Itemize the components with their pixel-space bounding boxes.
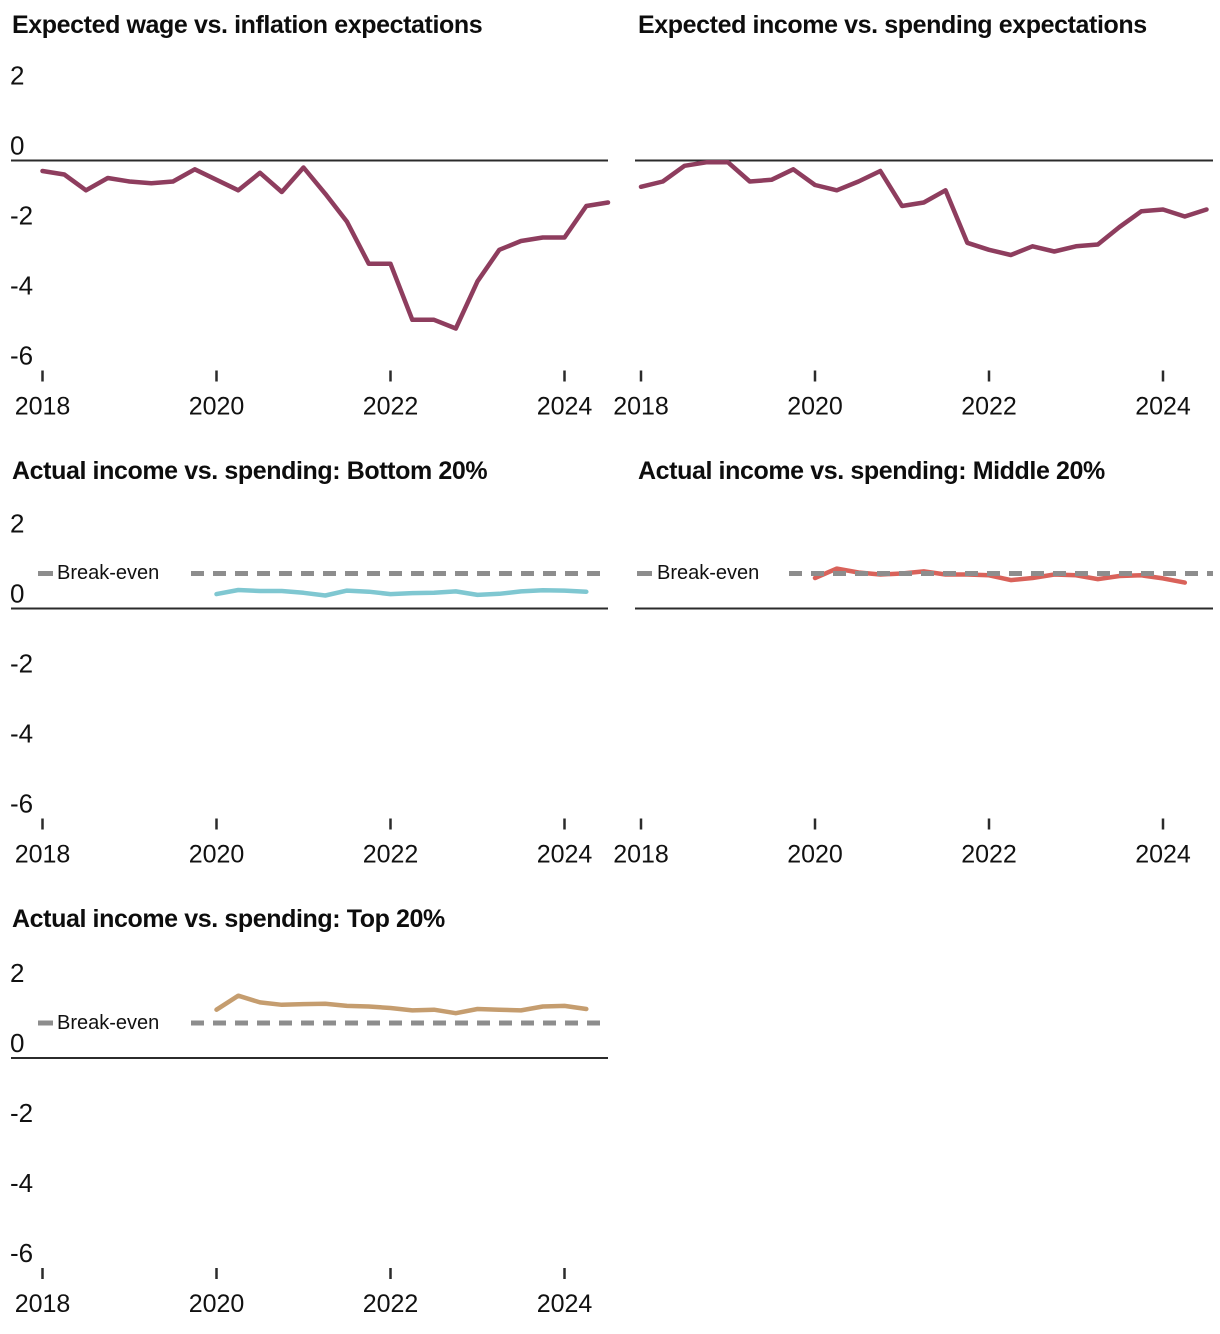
- data-line-expected-income-minus-spending: [638, 160, 1209, 258]
- y-axis-tick-label: 2: [10, 509, 24, 539]
- x-axis-tick-label: 2020: [189, 841, 245, 869]
- x-axis-tick-label: 2024: [537, 393, 593, 421]
- x-axis-tick-label: 2018: [613, 393, 669, 421]
- y-axis-tick-label: 0: [10, 131, 24, 161]
- breakeven-label: Break-even: [57, 562, 160, 584]
- x-axis-tick-label: 2022: [961, 393, 1017, 421]
- breakeven-label: Break-even: [57, 1012, 160, 1034]
- x-axis-tick-label: 2024: [537, 841, 593, 869]
- chart-title-actual-top-20: Actual income vs. spending: Top 20%: [12, 905, 445, 933]
- x-axis-tick-label: 2024: [1135, 393, 1191, 421]
- y-axis-tick-label: 0: [10, 1028, 24, 1058]
- y-axis-tick-label: 2: [10, 958, 24, 988]
- x-axis-tick-label: 2022: [363, 841, 419, 869]
- chart-title-expected-wage-vs-inflation: Expected wage vs. inflation expectations: [12, 11, 483, 39]
- y-axis-tick-label: 0: [10, 579, 24, 609]
- x-axis-tick-label: 2018: [15, 393, 71, 421]
- x-axis-tick-label: 2022: [363, 393, 419, 421]
- y-axis-tick-label: 2: [10, 61, 24, 91]
- x-axis-tick-label: 2018: [613, 841, 669, 869]
- x-axis-tick-label: 2022: [961, 841, 1017, 869]
- x-axis-tick-label: 2020: [189, 1290, 245, 1318]
- x-axis-tick-label: 2020: [787, 393, 843, 421]
- y-axis-tick-label: -4: [10, 271, 33, 301]
- breakeven-label: Break-even: [657, 562, 760, 584]
- y-axis-tick-label: -2: [10, 201, 33, 231]
- y-axis-tick-label: -4: [10, 719, 33, 749]
- chart-title-actual-middle-20: Actual income vs. spending: Middle 20%: [638, 457, 1105, 485]
- data-line-expected-wage-minus-inflation: [40, 165, 611, 331]
- x-axis-tick-label: 2018: [15, 841, 71, 869]
- x-axis-tick-label: 2022: [363, 1290, 419, 1318]
- x-axis-tick-label: 2024: [1135, 841, 1191, 869]
- y-axis-tick-label: -4: [10, 1168, 33, 1198]
- y-axis-tick-label: -2: [10, 1098, 33, 1128]
- chart-title-actual-bottom-20: Actual income vs. spending: Bottom 20%: [12, 457, 488, 485]
- y-axis-tick-label: -6: [10, 1238, 33, 1268]
- y-axis-tick-label: -6: [10, 341, 33, 371]
- data-line-actual-income-vs-spending-bottom-20: [214, 587, 589, 598]
- x-axis-tick-label: 2024: [537, 1290, 593, 1318]
- x-axis-tick-label: 2018: [15, 1290, 71, 1318]
- chart-title-expected-income-vs-spending: Expected income vs. spending expectation…: [638, 11, 1147, 39]
- y-axis-tick-label: -6: [10, 789, 33, 819]
- x-axis-tick-label: 2020: [787, 841, 843, 869]
- y-axis-tick-label: -2: [10, 649, 33, 679]
- x-axis-tick-label: 2020: [189, 393, 245, 421]
- data-line-actual-income-vs-spending-top-20: [214, 993, 589, 1016]
